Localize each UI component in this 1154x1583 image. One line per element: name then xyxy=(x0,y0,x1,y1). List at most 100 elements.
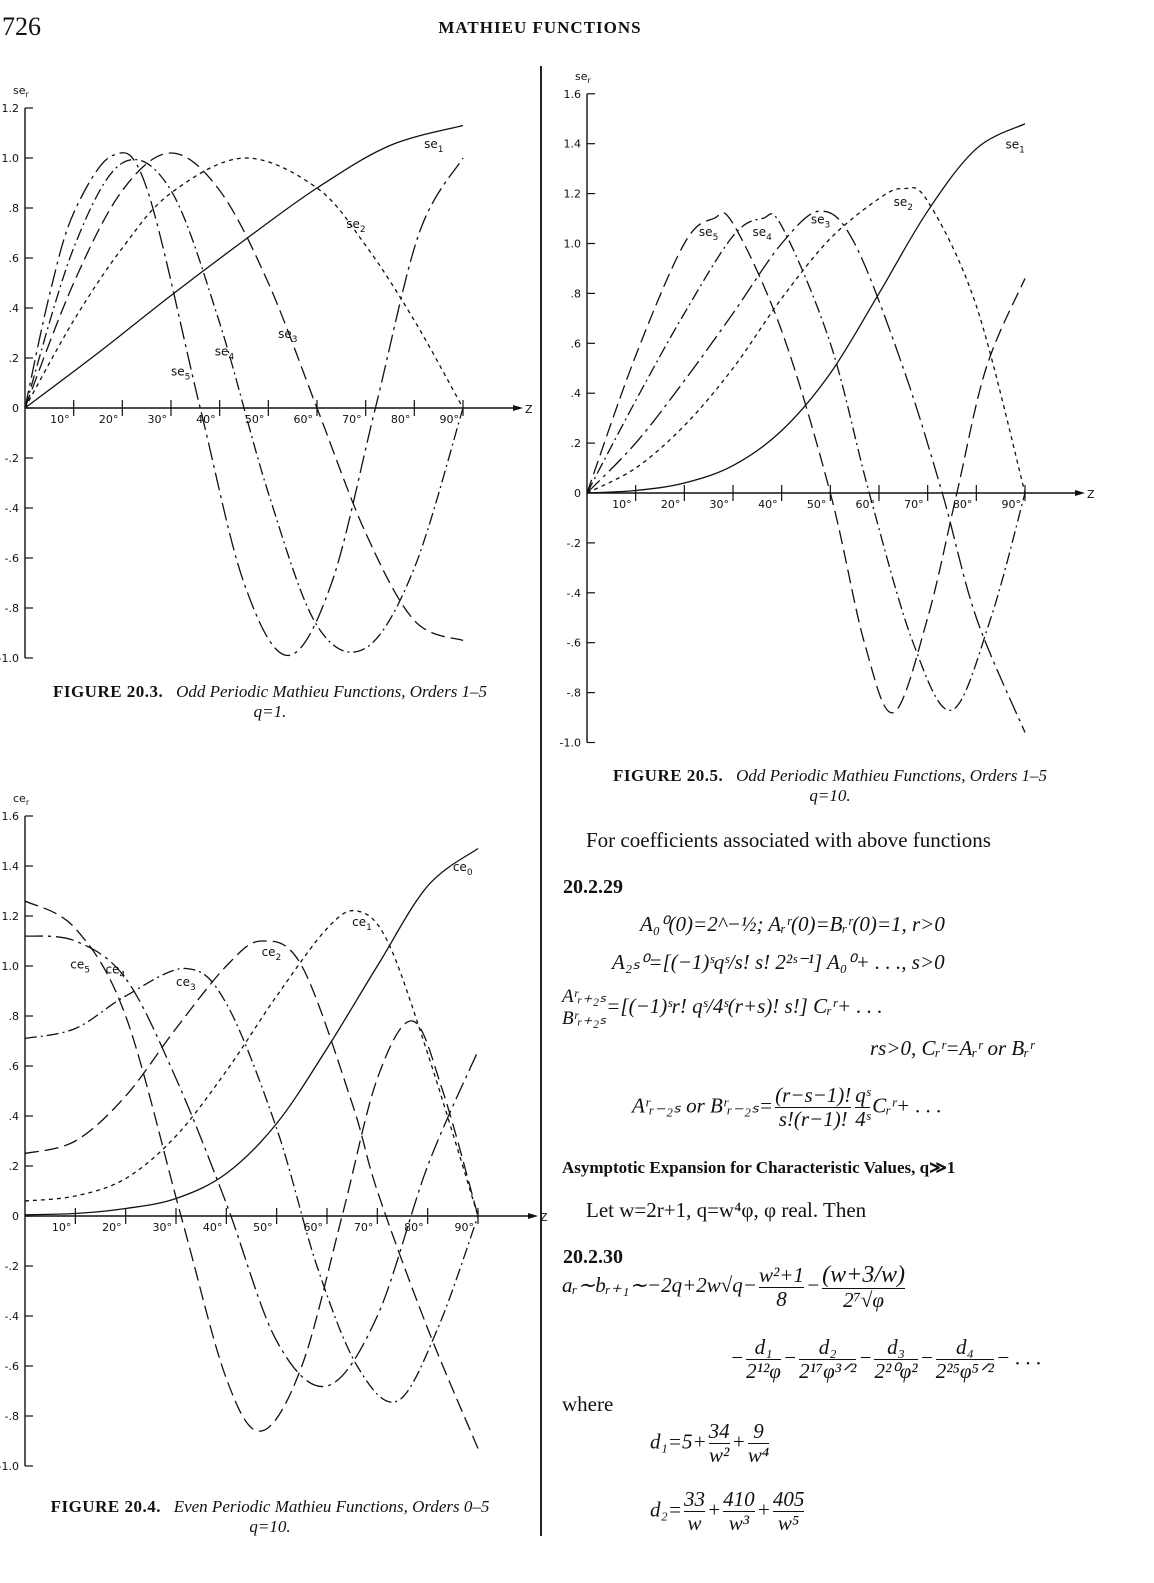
x-axis-label: Z xyxy=(1087,488,1095,501)
y-tick-label: -1.0 xyxy=(560,737,581,750)
figure-label: FIGURE 20.3. xyxy=(52,682,164,701)
series-line-se3 xyxy=(586,210,1026,733)
numerator: (r−s−1)! xyxy=(775,1083,852,1107)
numerator: d₄ xyxy=(955,1335,974,1359)
x-tick-label: 20° xyxy=(102,1221,122,1234)
equation-term: aᵣ∼bᵣ₊₁∼−2q+2w√q− xyxy=(562,1273,757,1298)
figure-20-3-caption: FIGURE 20.3. Odd Periodic Mathieu Functi… xyxy=(0,682,540,722)
x-tick-label: 80° xyxy=(953,498,973,511)
y-tick-label: 1.2 xyxy=(564,188,582,201)
series-line-ce3 xyxy=(24,967,479,1403)
series-label-ce0: ce0 xyxy=(453,860,473,878)
equation-line: Aʳᵣ₊₂ₛ Bʳᵣ₊₂ₛ =[(−1)ˢr! qˢ/4ˢ(r+s)! s!] … xyxy=(562,986,883,1030)
fraction: d₄ 2²⁵φ⁵ᐟ² xyxy=(935,1335,994,1383)
denominator: s!(r−1)! xyxy=(775,1107,852,1131)
series-line-se4 xyxy=(586,213,1026,711)
fraction: d₃ 2²⁰φ² xyxy=(874,1335,918,1383)
where-label: where xyxy=(562,1392,614,1416)
figure-title: Even Periodic Mathieu Functions, Orders … xyxy=(173,1497,490,1516)
denominator: 2¹²φ xyxy=(746,1359,781,1384)
x-tick-label: 90° xyxy=(455,1221,475,1234)
series-label-se1: se1 xyxy=(424,137,443,155)
series-label-sub: 4 xyxy=(120,971,126,981)
x-tick-label: 40° xyxy=(203,1221,223,1234)
x-tick-label: 20° xyxy=(661,498,681,511)
y-tick-label: 1.4 xyxy=(564,138,582,151)
series-label-sub: 3 xyxy=(292,335,298,345)
y-tick-label: 1.2 xyxy=(2,910,20,923)
y-tick-label: 1.6 xyxy=(2,810,20,823)
denominator: w³ xyxy=(723,1511,755,1535)
equation-line: A₀⁰(0)=2^−½; Aᵣʳ(0)=Bᵣʳ(0)=1, r>0 xyxy=(640,912,945,936)
x-tick-label: 70° xyxy=(342,413,362,426)
x-tick-label: 60° xyxy=(856,498,876,511)
series-line-ce2 xyxy=(24,940,479,1449)
fraction: (w+3/w) 2⁷√φ xyxy=(822,1262,905,1312)
equation-term: Cᵣʳ+ . . . xyxy=(872,1093,942,1118)
denominator: w xyxy=(683,1511,705,1535)
y-tick-label: 1.0 xyxy=(564,238,582,251)
denominator: w⁴ xyxy=(747,1443,770,1468)
equation-line: d₁=5+ 34 w² +9 w⁴ xyxy=(650,1419,770,1468)
series-line-se1 xyxy=(24,124,464,409)
x-tick-label: 90° xyxy=(440,413,460,426)
series-line-se3 xyxy=(24,152,464,642)
equation-line: A₂ₛ⁰=[(−1)ˢqˢ/s! s! 2²ˢ⁻¹] A₀⁰+ . . ., s… xyxy=(612,950,945,974)
series-label-sub: 4 xyxy=(228,353,234,363)
series-line-ce1 xyxy=(24,909,479,1217)
numerator: (w+3/w) xyxy=(822,1262,905,1288)
y-tick-label: .2 xyxy=(9,352,20,365)
series-label-sub: 3 xyxy=(190,983,196,993)
x-axis-arrow-icon xyxy=(1075,490,1085,496)
y-tick-label: -.4 xyxy=(567,587,581,600)
equation-line: rs>0, Cᵣʳ=Aᵣʳ or Bᵣʳ xyxy=(870,1036,1035,1060)
series-label-se4: se4 xyxy=(215,345,235,363)
x-tick-label: 10° xyxy=(52,1221,72,1234)
numerator: 410 xyxy=(723,1487,755,1511)
fraction: d₂ 2¹⁷φ³ᐟ² xyxy=(799,1335,857,1383)
y-tick-label: -1.0 xyxy=(0,652,19,665)
y-tick-label: -.2 xyxy=(5,452,19,465)
numerator: d₁ xyxy=(754,1335,773,1359)
denominator: 2⁷√φ xyxy=(822,1288,905,1312)
series-line-se5 xyxy=(586,212,1026,714)
fraction: qˢ 4ˢ xyxy=(855,1083,871,1131)
denominator: w² xyxy=(708,1443,730,1468)
x-tick-label: 50° xyxy=(807,498,827,511)
figure-subtitle: q=1. xyxy=(253,702,287,721)
y-tick-label: -1.0 xyxy=(0,1460,19,1473)
series-line-se2 xyxy=(24,157,464,409)
series-label-se5: se5 xyxy=(699,225,718,243)
fraction: 34 w² xyxy=(708,1419,730,1468)
fraction: d₁ 2¹²φ xyxy=(746,1335,781,1384)
y-tick-label: -.8 xyxy=(5,602,19,615)
figure-subtitle: q=10. xyxy=(249,1517,291,1536)
numerator: 34 xyxy=(708,1419,730,1443)
x-tick-label: 70° xyxy=(904,498,924,511)
series-line-ce4 xyxy=(24,935,479,1388)
x-axis-label: Z xyxy=(525,403,533,416)
series-label-se2: se2 xyxy=(894,195,913,213)
x-tick-label: 90° xyxy=(1002,498,1022,511)
figure-title: Odd Periodic Mathieu Functions, Orders 1… xyxy=(736,766,1048,785)
series-label-sub: 1 xyxy=(1019,146,1025,156)
fraction: 9 w⁴ xyxy=(747,1419,770,1468)
x-tick-label: 10° xyxy=(50,413,70,426)
series-label-sub: 0 xyxy=(467,868,473,878)
y-tick-label: 1.4 xyxy=(2,860,20,873)
y-tick-label: 1.6 xyxy=(564,88,582,101)
column-divider xyxy=(540,66,542,1536)
y-tick-label: .6 xyxy=(571,337,582,350)
x-tick-label: 50° xyxy=(253,1221,273,1234)
equation-term: =[(−1)ˢr! qˢ/4ˢ(r+s)! s!] Cᵣʳ+ . . . xyxy=(606,993,883,1018)
series-label-se3: se3 xyxy=(811,213,830,231)
x-tick-label: 40° xyxy=(758,498,778,511)
equation-term: Bʳᵣ₊₂ₛ xyxy=(562,1008,607,1029)
y-tick-label: 0 xyxy=(12,1210,19,1223)
y-tick-label: .4 xyxy=(571,387,582,400)
numerator: d₂ xyxy=(818,1335,837,1359)
y-tick-label: 1.0 xyxy=(2,960,20,973)
